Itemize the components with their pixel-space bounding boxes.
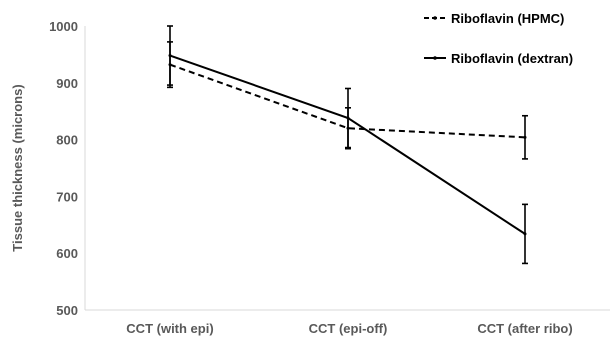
y-tick-label: 500 bbox=[56, 303, 78, 318]
legend-item: Riboflavin (HPMC) bbox=[424, 11, 564, 26]
y-tick-label: 1000 bbox=[49, 19, 78, 34]
legend: Riboflavin (HPMC) Riboflavin (dextran) bbox=[424, 11, 573, 66]
y-tick-label: 900 bbox=[56, 76, 78, 91]
data-point bbox=[346, 116, 350, 120]
series-line bbox=[169, 63, 526, 139]
x-tick-label: CCT (after ribo) bbox=[477, 321, 572, 336]
data-point bbox=[168, 54, 172, 58]
y-tick-label: 700 bbox=[56, 189, 78, 204]
y-tick-label: 600 bbox=[56, 246, 78, 261]
y-tick-labels: 500 600 700 800 900 1000 bbox=[49, 19, 78, 318]
x-axis: CCT (with epi) CCT (epi-off) CCT (after ri… bbox=[85, 309, 610, 336]
x-tick-label: CCT (with epi) bbox=[126, 321, 213, 336]
legend-item: Riboflavin (dextran) bbox=[424, 51, 573, 66]
x-tick-label: CCT (epi-off) bbox=[309, 321, 388, 336]
data-point bbox=[523, 135, 527, 139]
legend-label: Riboflavin (dextran) bbox=[451, 51, 573, 66]
legend-marker bbox=[433, 56, 437, 60]
y-axis-title: Tissue thickness (microns) bbox=[10, 84, 25, 251]
x-tick-labels: CCT (with epi) CCT (epi-off) CCT (after ri… bbox=[126, 321, 572, 336]
y-axis: 500 600 700 800 900 1000 Tissue thickness (mi… bbox=[10, 19, 86, 318]
legend-marker bbox=[433, 16, 437, 20]
data-point bbox=[523, 232, 527, 236]
legend-label: Riboflavin (HPMC) bbox=[451, 11, 564, 26]
y-tick-label: 800 bbox=[56, 133, 78, 148]
series-1 bbox=[167, 25, 528, 265]
plot-area bbox=[167, 25, 528, 265]
